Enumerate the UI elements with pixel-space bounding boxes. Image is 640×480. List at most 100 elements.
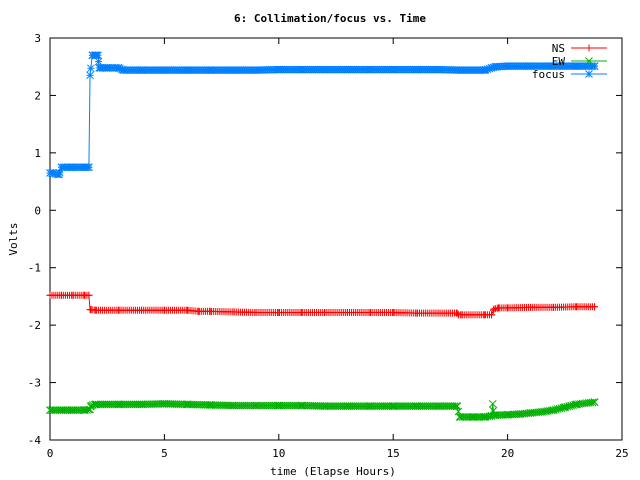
- data-point: [116, 400, 124, 409]
- data-point: [343, 65, 352, 74]
- data-point: [131, 400, 140, 409]
- data-point: [123, 400, 132, 409]
- data-point: [92, 306, 100, 314]
- data-point: [366, 402, 375, 410]
- data-point: [386, 402, 395, 410]
- x-tick-label: 20: [501, 447, 514, 460]
- data-point: [452, 402, 461, 410]
- data-point: [183, 306, 191, 314]
- data-point: [137, 66, 146, 75]
- data-point: [435, 309, 443, 317]
- data-point: [297, 401, 306, 410]
- data-point: [412, 309, 420, 317]
- data-point: [328, 402, 336, 410]
- data-point: [160, 66, 169, 75]
- data-point: [357, 402, 366, 410]
- y-tick-label: 1: [34, 147, 41, 160]
- data-point: [98, 400, 107, 409]
- data-point: [435, 402, 443, 410]
- data-point: [389, 402, 398, 410]
- data-point: [494, 304, 502, 312]
- data-point: [453, 402, 462, 410]
- data-point: [240, 401, 249, 410]
- data-point: [160, 399, 169, 408]
- data-point: [431, 402, 439, 410]
- data-point: [281, 401, 290, 410]
- data-point: [63, 406, 72, 414]
- x-tick-label: 15: [387, 447, 400, 460]
- x-axis: 0 5 10 15 20 25: [47, 38, 629, 460]
- y-axis-label: Volts: [7, 222, 20, 255]
- data-point: [488, 311, 496, 319]
- data-point: [242, 401, 251, 410]
- data-point: [345, 402, 354, 410]
- y-axis: 3 2 1 0 -1 -2 -3 -4: [28, 32, 622, 447]
- data-point: [244, 401, 253, 410]
- data-point: [252, 309, 260, 317]
- data-point: [572, 62, 581, 70]
- data-point: [100, 400, 109, 409]
- data-point: [462, 413, 471, 421]
- data-point: [398, 402, 406, 410]
- data-point: [106, 400, 115, 409]
- data-point: [138, 306, 146, 314]
- data-point: [267, 401, 276, 410]
- data-point: [330, 402, 338, 410]
- data-point: [572, 400, 581, 409]
- data-point: [538, 408, 546, 416]
- data-point: [400, 402, 408, 410]
- data-point: [158, 400, 167, 408]
- data-point: [262, 401, 270, 410]
- data-point: [549, 406, 558, 414]
- data-point: [160, 306, 168, 314]
- data-point: [433, 402, 441, 410]
- data-point: [363, 402, 371, 410]
- data-point: [85, 291, 93, 299]
- data-point: [481, 311, 489, 319]
- data-point: [343, 402, 352, 410]
- data-point: [263, 401, 272, 410]
- data-point: [46, 291, 54, 299]
- data-point: [112, 400, 120, 409]
- data-point: [366, 65, 375, 74]
- data-point: [415, 402, 424, 410]
- legend-label: EW: [552, 55, 566, 68]
- legend-marker: [585, 44, 593, 52]
- data-point: [480, 413, 489, 421]
- data-point: [403, 402, 412, 410]
- data-point: [51, 406, 60, 414]
- data-point: [427, 402, 436, 410]
- data-point: [135, 400, 144, 409]
- legend-label: NS: [552, 42, 565, 55]
- data-point: [380, 402, 389, 410]
- data-point: [238, 401, 247, 410]
- data-point: [355, 402, 364, 410]
- data-point: [94, 51, 102, 60]
- data-point: [417, 402, 426, 410]
- data-point: [96, 64, 105, 72]
- legend-marker: [585, 57, 593, 65]
- data-point: [50, 406, 58, 414]
- data-point: [129, 400, 138, 409]
- data-point: [590, 398, 599, 406]
- data-point: [440, 402, 449, 410]
- data-point: [435, 65, 443, 74]
- data-point: [48, 169, 57, 177]
- data-point: [487, 412, 496, 420]
- data-point: [396, 402, 404, 410]
- data-point: [425, 402, 434, 410]
- data-point: [458, 311, 466, 319]
- data-point: [333, 402, 342, 410]
- data-point: [526, 62, 535, 70]
- data-point: [287, 401, 296, 410]
- data-point: [69, 406, 77, 414]
- data-point: [236, 401, 245, 410]
- y-tick-label: 0: [34, 204, 41, 217]
- data-point: [389, 309, 397, 317]
- data-point: [412, 65, 420, 74]
- data-point: [490, 305, 498, 313]
- data-point: [274, 401, 283, 410]
- data-point: [53, 406, 62, 414]
- data-point: [388, 402, 397, 410]
